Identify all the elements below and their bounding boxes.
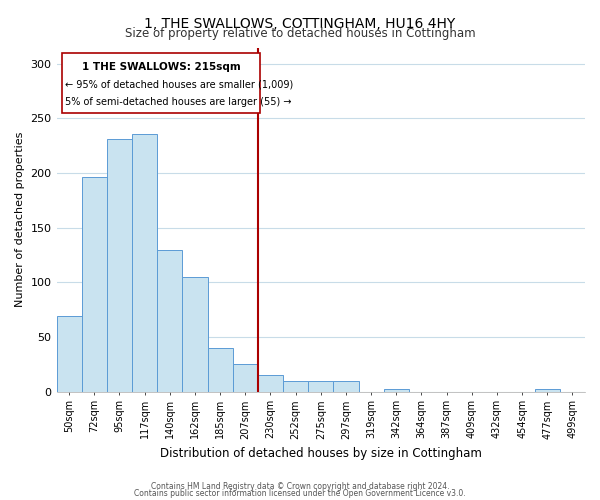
Text: Contains public sector information licensed under the Open Government Licence v3: Contains public sector information licen… — [134, 489, 466, 498]
Bar — [233, 364, 258, 392]
Text: 1 THE SWALLOWS: 215sqm: 1 THE SWALLOWS: 215sqm — [82, 62, 241, 72]
Bar — [82, 178, 107, 392]
Bar — [308, 380, 334, 392]
X-axis label: Distribution of detached houses by size in Cottingham: Distribution of detached houses by size … — [160, 447, 482, 460]
Bar — [208, 348, 233, 392]
Bar — [132, 134, 157, 392]
Bar — [258, 375, 283, 392]
Bar — [334, 380, 359, 392]
Y-axis label: Number of detached properties: Number of detached properties — [15, 132, 25, 307]
Text: ← 95% of detached houses are smaller (1,009): ← 95% of detached houses are smaller (1,… — [65, 80, 293, 90]
Text: 5% of semi-detached houses are larger (55) →: 5% of semi-detached houses are larger (5… — [65, 97, 292, 107]
Bar — [56, 316, 82, 392]
FancyBboxPatch shape — [62, 53, 260, 113]
Bar — [383, 390, 409, 392]
Bar — [535, 390, 560, 392]
Bar — [283, 380, 308, 392]
Text: 1, THE SWALLOWS, COTTINGHAM, HU16 4HY: 1, THE SWALLOWS, COTTINGHAM, HU16 4HY — [145, 18, 455, 32]
Text: Size of property relative to detached houses in Cottingham: Size of property relative to detached ho… — [125, 28, 475, 40]
Bar — [157, 250, 182, 392]
Text: Contains HM Land Registry data © Crown copyright and database right 2024.: Contains HM Land Registry data © Crown c… — [151, 482, 449, 491]
Bar — [182, 277, 208, 392]
Bar — [107, 139, 132, 392]
